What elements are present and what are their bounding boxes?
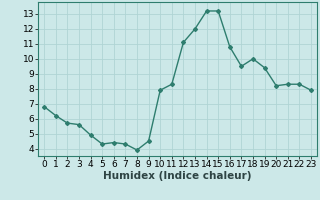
- X-axis label: Humidex (Indice chaleur): Humidex (Indice chaleur): [103, 171, 252, 181]
